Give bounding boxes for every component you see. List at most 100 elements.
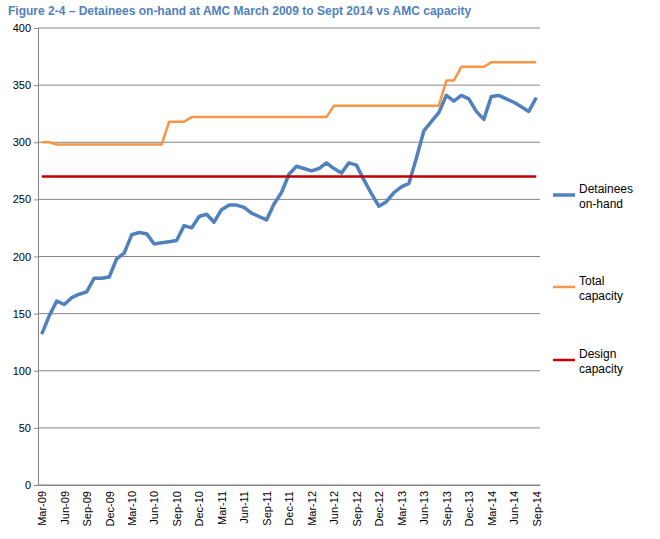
x-tick: Mar-09 bbox=[36, 485, 48, 526]
x-tick-label: Dec-13 bbox=[463, 491, 475, 526]
y-tick-label: 350 bbox=[13, 79, 31, 91]
x-tick-label: Jun-14 bbox=[508, 491, 520, 525]
x-tick-label: Mar-11 bbox=[216, 491, 228, 525]
y-tick-mark bbox=[34, 485, 38, 486]
x-tick: Dec-10 bbox=[193, 485, 205, 526]
y-tick-mark bbox=[34, 199, 38, 200]
x-tick-label: Sep-13 bbox=[441, 491, 453, 526]
grid-line bbox=[38, 85, 540, 86]
x-tick-label: Sep-11 bbox=[261, 491, 273, 526]
x-tick: Jun-11 bbox=[238, 485, 250, 524]
x-tick-label: Dec-11 bbox=[283, 491, 295, 526]
y-tick-label: 100 bbox=[13, 365, 31, 377]
y-tick-label: 0 bbox=[25, 479, 31, 491]
y-tick: 150 bbox=[13, 308, 38, 320]
y-tick-mark bbox=[34, 142, 38, 143]
y-tick: 50 bbox=[19, 422, 38, 434]
lines bbox=[42, 62, 537, 334]
grid-line bbox=[38, 485, 540, 486]
x-tick: Mar-11 bbox=[216, 485, 228, 525]
x-tick-label: Sep-10 bbox=[171, 491, 183, 526]
y-tick: 0 bbox=[25, 479, 38, 491]
x-tick: Dec-09 bbox=[104, 485, 116, 526]
x-tick: Sep-11 bbox=[261, 485, 273, 526]
y-axis: 0 50 100 150 200 250 300 350 400 bbox=[13, 22, 39, 491]
x-tick-label: Dec-12 bbox=[373, 491, 385, 526]
x-tick: Mar-14 bbox=[486, 485, 498, 526]
y-tick: 400 bbox=[13, 22, 38, 34]
legend-swatch bbox=[553, 193, 575, 197]
x-tick: Dec-13 bbox=[463, 485, 475, 526]
legend-label: Design capacity bbox=[579, 347, 623, 376]
y-axis-line bbox=[34, 29, 39, 486]
x-tick: Dec-12 bbox=[373, 485, 385, 526]
x-tick-label: Sep-12 bbox=[351, 491, 363, 526]
legend-label: Total capacity bbox=[579, 274, 623, 303]
x-tick: Sep-14 bbox=[531, 485, 543, 526]
x-tick-label: Mar-14 bbox=[486, 491, 498, 526]
x-tick-label: Sep-09 bbox=[81, 491, 93, 526]
x-axis-line bbox=[39, 485, 541, 486]
x-tick: Mar-13 bbox=[396, 485, 408, 526]
legend-swatch bbox=[553, 359, 575, 362]
y-tick-label: 400 bbox=[13, 22, 31, 34]
chart: Figure 2-4 – Detainees on-hand at AMC Ma… bbox=[0, 0, 660, 539]
legend-swatch bbox=[553, 286, 575, 289]
y-tick: 250 bbox=[13, 193, 38, 205]
x-tick: Sep-09 bbox=[81, 485, 93, 526]
y-tick: 350 bbox=[13, 79, 38, 91]
x-axis: Mar-09 Jun-09 Sep-09 Dec-09 Mar-10 Jun-10 Sep-… bbox=[36, 485, 543, 526]
y-tick: 100 bbox=[13, 365, 38, 377]
x-tick: Jun-10 bbox=[148, 485, 160, 525]
x-tick-label: Dec-09 bbox=[104, 491, 116, 526]
series-line bbox=[42, 62, 537, 144]
y-tick-mark bbox=[34, 85, 38, 86]
x-tick-label: Sep-14 bbox=[531, 491, 543, 526]
x-tick: Dec-11 bbox=[283, 485, 295, 526]
grid-line bbox=[38, 370, 540, 371]
x-tick: Sep-12 bbox=[351, 485, 363, 526]
grid-line bbox=[38, 142, 540, 143]
x-tick-label: Jun-13 bbox=[418, 491, 430, 525]
grid-line bbox=[38, 313, 540, 314]
grid-line bbox=[38, 28, 540, 29]
series-line bbox=[42, 175, 537, 178]
y-tick-mark bbox=[34, 371, 38, 372]
y-tick-mark bbox=[34, 314, 38, 315]
x-tick-label: Mar-12 bbox=[306, 491, 318, 526]
grid-line bbox=[38, 199, 540, 200]
x-tick-label: Jun-09 bbox=[59, 491, 71, 525]
y-tick-label: 200 bbox=[13, 251, 31, 263]
x-tick-label: Mar-09 bbox=[36, 491, 48, 526]
x-tick-label: Jun-12 bbox=[328, 491, 340, 525]
x-tick: Jun-13 bbox=[418, 485, 430, 525]
x-tick: Jun-12 bbox=[328, 485, 340, 525]
legend-label: Detainees on-hand bbox=[579, 182, 636, 211]
x-tick: Mar-10 bbox=[126, 485, 138, 526]
y-tick-mark bbox=[34, 428, 38, 429]
x-tick-label: Jun-10 bbox=[148, 491, 160, 525]
series-line bbox=[42, 95, 537, 334]
y-tick-mark bbox=[34, 257, 38, 258]
grid bbox=[38, 28, 540, 485]
grid-line bbox=[38, 427, 540, 428]
grid-line bbox=[38, 256, 540, 257]
y-tick: 300 bbox=[13, 136, 38, 148]
legend: Detainees on-hand Total capacity Design ca… bbox=[553, 182, 636, 376]
y-tick-label: 250 bbox=[13, 193, 31, 205]
y-tick-mark bbox=[34, 28, 38, 29]
x-tick: Sep-13 bbox=[441, 485, 453, 526]
x-tick-label: Jun-11 bbox=[238, 491, 250, 524]
y-tick-label: 150 bbox=[13, 308, 31, 320]
x-tick: Jun-09 bbox=[59, 485, 71, 525]
y-tick: 200 bbox=[13, 251, 38, 263]
x-tick: Mar-12 bbox=[306, 485, 318, 526]
title: Figure 2-4 – Detainees on-hand at AMC Ma… bbox=[8, 4, 472, 18]
y-tick-label: 50 bbox=[19, 422, 31, 434]
y-tick-label: 300 bbox=[13, 136, 31, 148]
x-tick-label: Mar-13 bbox=[396, 491, 408, 526]
x-tick: Jun-14 bbox=[508, 485, 520, 525]
x-tick-label: Mar-10 bbox=[126, 491, 138, 526]
x-tick-label: Dec-10 bbox=[193, 491, 205, 526]
x-tick: Sep-10 bbox=[171, 485, 183, 526]
